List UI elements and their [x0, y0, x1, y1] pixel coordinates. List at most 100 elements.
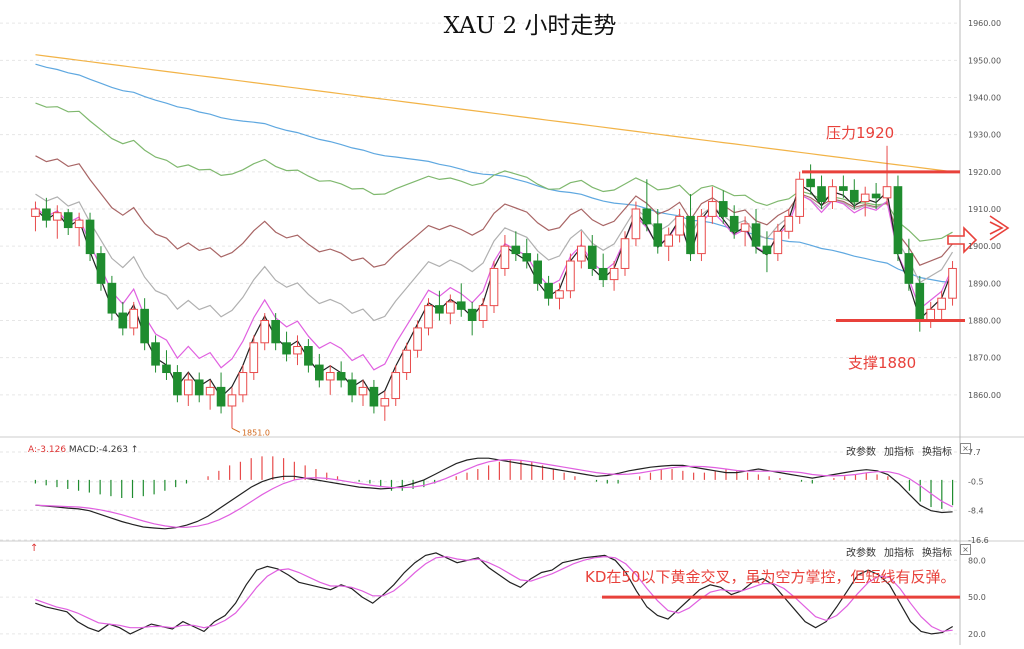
candle-body	[151, 342, 160, 366]
candle-body	[304, 346, 313, 366]
candle-body	[107, 282, 117, 314]
price-tick-label: 1930.00	[968, 131, 1001, 140]
kd-d-line	[35, 555, 953, 633]
macd-tick-label: 7.7	[968, 448, 981, 457]
candle-body	[522, 253, 532, 262]
candle-body	[904, 253, 914, 284]
candle-body	[675, 215, 684, 236]
candle-body	[926, 308, 936, 321]
macd-switch-indicator-button[interactable]: 换指标	[922, 447, 952, 458]
macd-change-params-button[interactable]: 改参数	[846, 447, 876, 458]
candle-body	[380, 398, 390, 407]
candle-body	[183, 379, 193, 396]
macd-add-indicator-button[interactable]: 加指标	[884, 447, 914, 458]
resistance-annotation: 压力1920	[826, 124, 895, 142]
candle-body	[271, 319, 280, 344]
kd-close-icon[interactable]: ×	[960, 544, 971, 555]
candle-body	[205, 386, 215, 396]
kd-add-indicator-button[interactable]: 加指标	[884, 548, 914, 559]
candle-body	[697, 215, 706, 255]
candle-body	[369, 386, 379, 407]
candle-body	[173, 372, 182, 396]
candle-body	[31, 208, 40, 217]
candle-body	[511, 245, 521, 255]
candle-body	[293, 346, 302, 355]
candle-body	[489, 267, 499, 307]
candle-body	[806, 178, 815, 188]
candle-body	[598, 267, 608, 281]
candle-body	[708, 201, 717, 217]
candle-body	[227, 394, 237, 407]
candle-body	[129, 308, 139, 329]
kd-switch-indicator-button[interactable]: 换指标	[922, 548, 952, 559]
ma120-line	[35, 63, 953, 284]
kd-change-params-button[interactable]: 改参数	[846, 548, 876, 559]
macd-close-icon[interactable]: ×	[960, 443, 971, 454]
candle-body	[74, 219, 84, 229]
candle-body	[839, 186, 848, 191]
macd-legend-a: A:-3.126	[28, 445, 67, 455]
kd-legend-arrow: ↑	[30, 543, 39, 554]
candle-body	[609, 267, 619, 281]
candle-body	[762, 245, 772, 255]
low-marker	[231, 427, 241, 433]
candle-body	[882, 186, 892, 199]
candle-body	[740, 223, 750, 232]
price-panel: 1851.0	[31, 54, 1010, 437]
candle-body	[216, 386, 226, 407]
candle-body	[467, 308, 477, 321]
candle-body	[162, 364, 171, 374]
arrow-right-icon	[947, 226, 978, 254]
price-tick-label: 1900.00	[968, 242, 1001, 251]
candle-body	[456, 301, 466, 310]
macd-legend: A:-3.126 MACD:-4.263 ↑	[28, 445, 138, 455]
candle-body	[686, 215, 695, 255]
candle-body	[642, 208, 652, 225]
candle-body	[96, 253, 106, 284]
macd-tick-label: -16.6	[968, 536, 989, 545]
candle-body	[314, 364, 324, 381]
macd-tick-label: -8.4	[968, 506, 984, 515]
macd-legend-value: MACD:-4.263	[68, 445, 128, 455]
candle-body	[817, 186, 826, 203]
macd-dea-line	[35, 458, 953, 528]
candle-body	[391, 372, 401, 400]
candle-body	[664, 234, 674, 247]
candle-body	[587, 245, 597, 269]
kd-panel-buttons: 改参数 加指标 换指标 ×	[846, 544, 971, 559]
price-tick-label: 1960.00	[968, 19, 1001, 28]
candle-body	[402, 349, 411, 374]
candle-body	[915, 282, 925, 321]
ma250-line	[35, 54, 953, 173]
candle-body	[52, 212, 62, 221]
candle-body	[347, 379, 357, 396]
price-tick-label: 1860.00	[968, 391, 1001, 400]
candle-body	[249, 342, 259, 374]
candle-body	[500, 245, 510, 269]
candle-body	[42, 208, 51, 221]
candle-body	[849, 189, 859, 203]
price-tick-label: 1890.00	[968, 279, 1001, 288]
candle-body	[948, 267, 957, 299]
candle-body	[85, 219, 95, 255]
kd-k-line	[35, 552, 954, 635]
candle-body	[336, 372, 346, 381]
candle-body	[784, 215, 794, 232]
macd-panel	[34, 456, 954, 530]
candle-body	[729, 215, 739, 232]
price-tick-label: 1880.00	[968, 316, 1001, 325]
candle-body	[118, 312, 128, 329]
candle-body	[653, 223, 663, 247]
candle-body	[238, 372, 248, 396]
low-label: 1851.0	[242, 428, 270, 437]
candle-body	[577, 245, 586, 262]
kd-tick-label: 80.0	[968, 556, 986, 565]
candle-body	[424, 305, 433, 329]
candle-body	[413, 327, 422, 351]
candle-body	[937, 297, 946, 310]
kd-tick-label: 50.0	[968, 593, 986, 602]
candle-body	[620, 238, 630, 269]
candle-body	[566, 260, 575, 292]
